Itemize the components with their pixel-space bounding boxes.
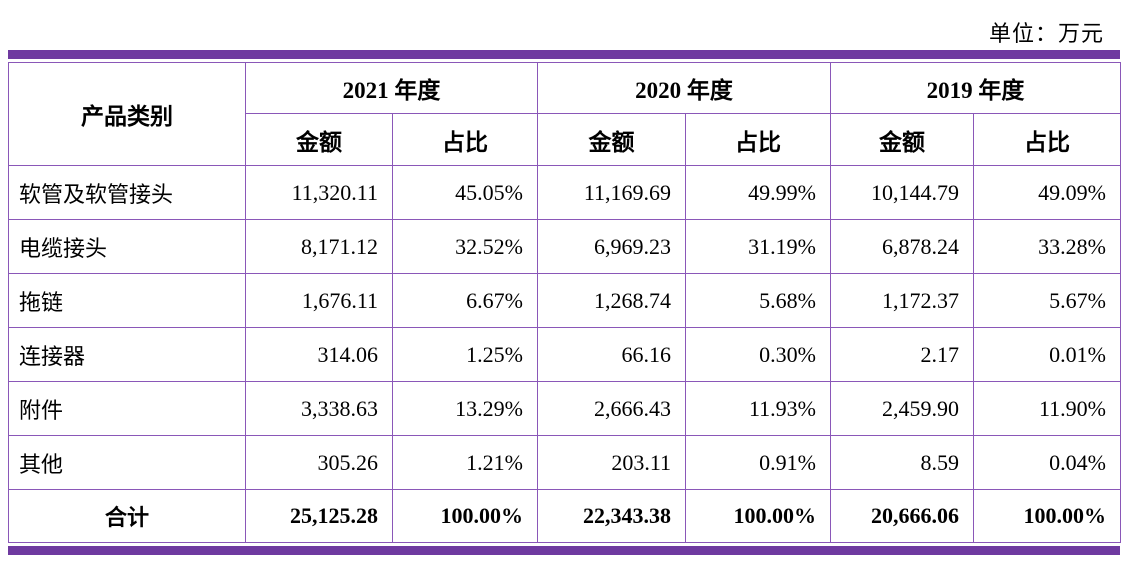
unit-label: 单位：万元 xyxy=(988,21,1104,46)
amount-cell: 2,666.43 xyxy=(537,381,686,436)
ratio-cell: 11.93% xyxy=(685,381,831,436)
ratio-cell: 0.04% xyxy=(973,435,1121,490)
amount-cell: 11,169.69 xyxy=(537,165,686,220)
ratio-cell: 100.00% xyxy=(392,489,538,543)
header-ratio-2020: 占比 xyxy=(685,113,831,166)
ratio-cell: 11.90% xyxy=(973,381,1121,436)
amount-cell: 22,343.38 xyxy=(537,489,686,543)
header-amount-2019: 金额 xyxy=(830,113,974,166)
product-category-revenue-table: 产品类别 2021 年度 2020 年度 2019 年度 金额 占比 金额 占比… xyxy=(8,62,1121,543)
header-category: 产品类别 xyxy=(8,62,246,166)
header-year-2019: 2019 年度 xyxy=(830,62,1121,114)
ratio-cell: 5.67% xyxy=(973,273,1121,328)
table-body: 软管及软管接头 11,320.11 45.05% 11,169.69 49.99% 10,… xyxy=(8,165,1121,543)
category-cell: 电缆接头 xyxy=(8,219,246,274)
amount-cell: 10,144.79 xyxy=(830,165,974,220)
table-top-band xyxy=(8,50,1120,59)
amount-cell: 66.16 xyxy=(537,327,686,382)
ratio-cell: 13.29% xyxy=(392,381,538,436)
category-cell: 连接器 xyxy=(8,327,246,382)
ratio-cell: 49.09% xyxy=(973,165,1121,220)
table-bottom-band xyxy=(8,546,1120,555)
ratio-cell: 45.05% xyxy=(392,165,538,220)
amount-cell: 25,125.28 xyxy=(245,489,393,543)
ratio-cell: 100.00% xyxy=(973,489,1121,543)
header-year-2020: 2020 年度 xyxy=(537,62,831,114)
ratio-cell: 49.99% xyxy=(685,165,831,220)
amount-cell: 203.11 xyxy=(537,435,686,490)
category-cell: 合计 xyxy=(8,489,246,543)
amount-cell: 8.59 xyxy=(830,435,974,490)
ratio-cell: 5.68% xyxy=(685,273,831,328)
header-year-row: 产品类别 2021 年度 2020 年度 2019 年度 xyxy=(8,62,1121,166)
category-cell: 拖链 xyxy=(8,273,246,328)
amount-cell: 6,969.23 xyxy=(537,219,686,274)
amount-cell: 305.26 xyxy=(245,435,393,490)
ratio-cell: 0.01% xyxy=(973,327,1121,382)
ratio-cell: 1.25% xyxy=(392,327,538,382)
amount-cell: 11,320.11 xyxy=(245,165,393,220)
ratio-cell: 100.00% xyxy=(685,489,831,543)
amount-cell: 8,171.12 xyxy=(245,219,393,274)
unit-label-row: 单位：万元 xyxy=(0,0,1120,50)
table-row: 连接器 314.06 1.25% 66.16 0.30% 2.17 0.01% xyxy=(8,327,1121,382)
amount-cell: 2,459.90 xyxy=(830,381,974,436)
table-row: 电缆接头 8,171.12 32.52% 6,969.23 31.19% 6,878.24… xyxy=(8,219,1121,274)
amount-cell: 6,878.24 xyxy=(830,219,974,274)
table-row: 其他 305.26 1.21% 203.11 0.91% 8.59 0.04% xyxy=(8,435,1121,490)
table-row: 附件 3,338.63 13.29% 2,666.43 11.93% 2,459.90 11… xyxy=(8,381,1121,436)
ratio-cell: 6.67% xyxy=(392,273,538,328)
header-ratio-2021: 占比 xyxy=(392,113,538,166)
amount-cell: 2.17 xyxy=(830,327,974,382)
ratio-cell: 0.30% xyxy=(685,327,831,382)
amount-cell: 1,676.11 xyxy=(245,273,393,328)
ratio-cell: 32.52% xyxy=(392,219,538,274)
category-cell: 软管及软管接头 xyxy=(8,165,246,220)
table-row: 软管及软管接头 11,320.11 45.05% 11,169.69 49.99% 10,… xyxy=(8,165,1121,220)
table-row: 拖链 1,676.11 6.67% 1,268.74 5.68% 1,172.37 5.67… xyxy=(8,273,1121,328)
amount-cell: 3,338.63 xyxy=(245,381,393,436)
category-cell: 其他 xyxy=(8,435,246,490)
header-amount-2020: 金额 xyxy=(537,113,686,166)
amount-cell: 1,172.37 xyxy=(830,273,974,328)
ratio-cell: 31.19% xyxy=(685,219,831,274)
amount-cell: 20,666.06 xyxy=(830,489,974,543)
category-cell: 附件 xyxy=(8,381,246,436)
amount-cell: 314.06 xyxy=(245,327,393,382)
header-amount-2021: 金额 xyxy=(245,113,393,166)
ratio-cell: 0.91% xyxy=(685,435,831,490)
ratio-cell: 1.21% xyxy=(392,435,538,490)
ratio-cell: 33.28% xyxy=(973,219,1121,274)
table-total-row: 合计 25,125.28 100.00% 22,343.38 100.00% 20,666… xyxy=(8,489,1121,543)
amount-cell: 1,268.74 xyxy=(537,273,686,328)
header-ratio-2019: 占比 xyxy=(973,113,1121,166)
header-year-2021: 2021 年度 xyxy=(245,62,538,114)
